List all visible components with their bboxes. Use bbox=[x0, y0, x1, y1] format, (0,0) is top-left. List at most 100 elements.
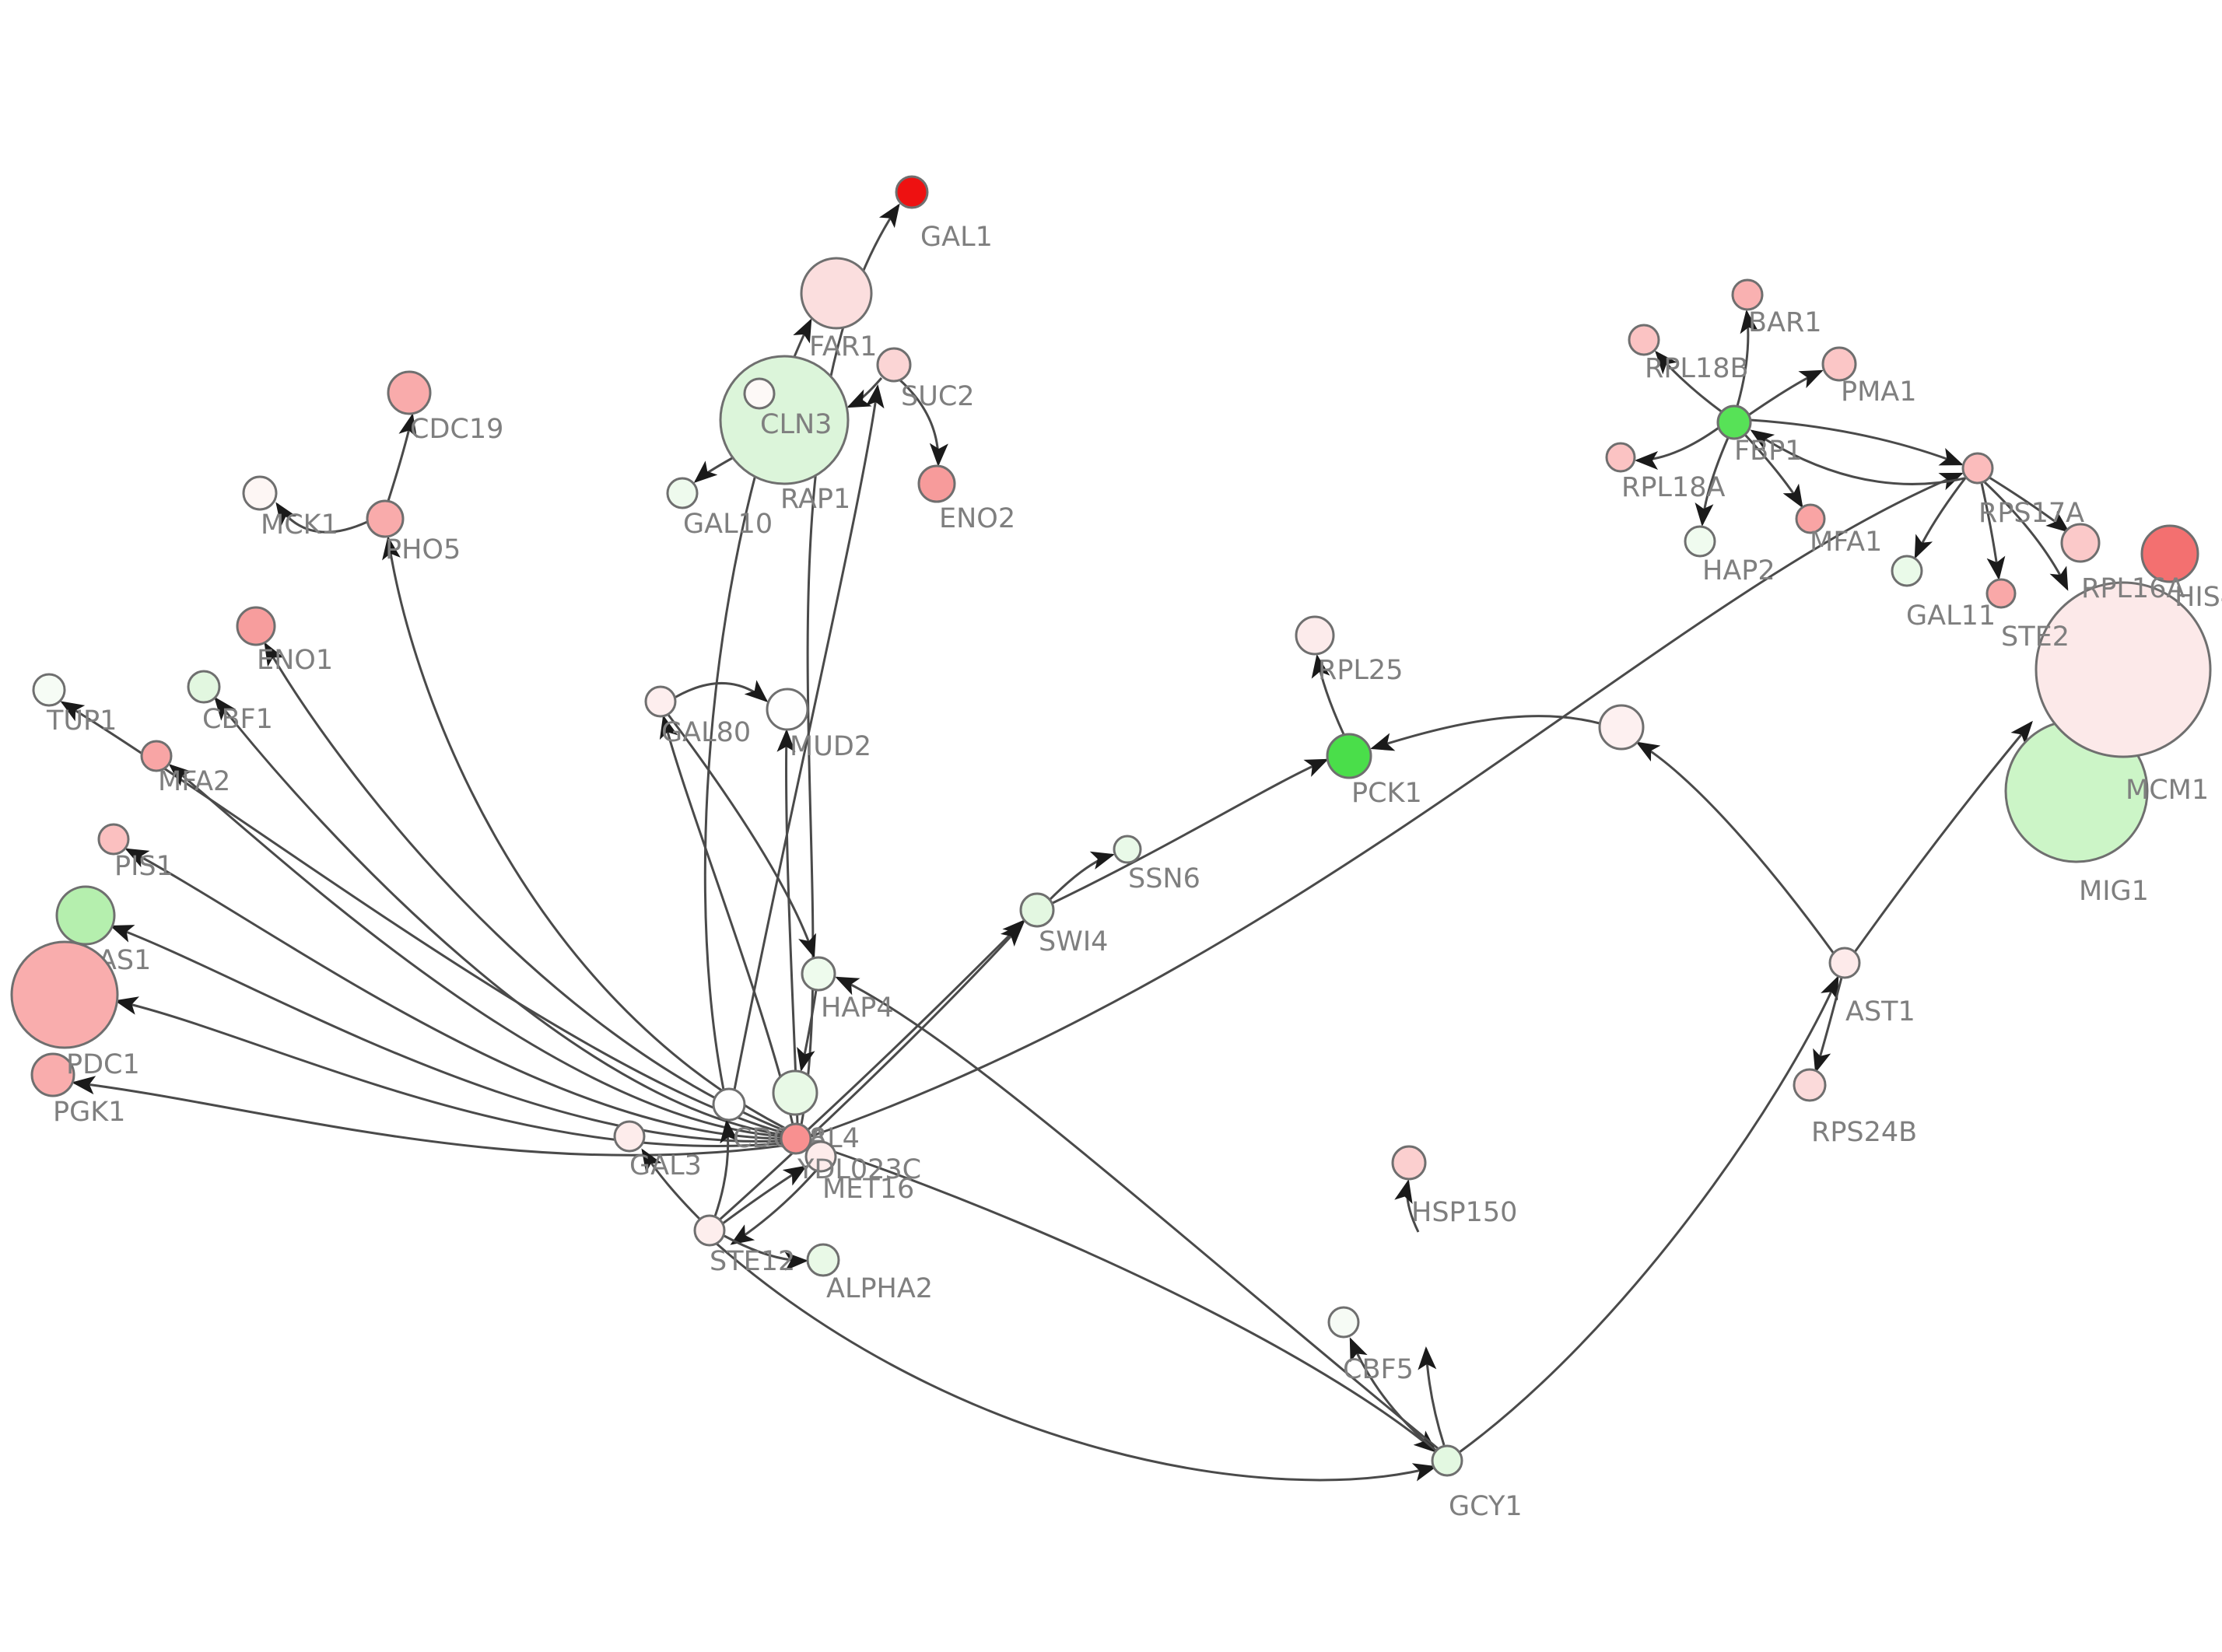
node-rps17a[interactable] bbox=[1961, 452, 1994, 485]
edge-gal4-eno1[interactable] bbox=[264, 642, 784, 1132]
edge-rps17a-ste2[interactable] bbox=[1980, 482, 2006, 580]
node-pck1[interactable] bbox=[1326, 733, 1372, 779]
node-mud2[interactable] bbox=[766, 688, 809, 731]
edge-rps17a-fbp1[interactable] bbox=[1750, 429, 1965, 485]
edge-gal4-pis1[interactable] bbox=[124, 848, 783, 1140]
edge-fbp1-pma1[interactable] bbox=[1747, 369, 1824, 417]
node-gal1[interactable] bbox=[895, 175, 929, 209]
edge-ste12-ydl023c[interactable] bbox=[722, 1165, 808, 1225]
node-rpl25[interactable] bbox=[1295, 615, 1335, 656]
edge-gcy1-cbf5[interactable] bbox=[1349, 1337, 1438, 1453]
edge-gal4-gcy1[interactable] bbox=[809, 1142, 1438, 1453]
node-hsp150[interactable] bbox=[1391, 1145, 1427, 1181]
node-ste2[interactable] bbox=[1985, 578, 2017, 609]
edge-gal80-mud2[interactable] bbox=[674, 680, 769, 702]
edge-fbp1-rpl18b[interactable] bbox=[1655, 350, 1724, 415]
edge-gcy1-ast1[interactable] bbox=[1459, 975, 1839, 1454]
node-ste12[interactable] bbox=[693, 1214, 726, 1247]
edge-ast1-unlabeled1[interactable] bbox=[1635, 741, 1835, 954]
edge-fbp1-mfa1[interactable] bbox=[1744, 433, 1803, 509]
node-ast1[interactable] bbox=[1828, 947, 1861, 979]
node-gal3[interactable] bbox=[613, 1120, 646, 1153]
edge-ste12-alpha2[interactable] bbox=[724, 1234, 808, 1271]
node-cbf5[interactable] bbox=[1327, 1306, 1360, 1339]
edge-suc2-eno2[interactable] bbox=[898, 378, 948, 467]
edge-gal4-pho5[interactable] bbox=[382, 536, 785, 1129]
edge-ste12-cdc28[interactable] bbox=[713, 1119, 739, 1217]
edge-gal4-gal80[interactable] bbox=[659, 715, 794, 1125]
edge-ydl023c-ste12[interactable] bbox=[730, 1169, 818, 1245]
node-suc2[interactable] bbox=[876, 347, 912, 383]
node-mcm1[interactable] bbox=[2034, 581, 2212, 758]
edge-pho5-cdc19[interactable] bbox=[387, 413, 417, 502]
node-hap2[interactable] bbox=[1684, 525, 1716, 558]
node-eno2[interactable] bbox=[917, 464, 956, 503]
edge-suc2-cln3[interactable] bbox=[846, 377, 883, 408]
node-swi4[interactable] bbox=[1019, 892, 1055, 928]
node-alpha2[interactable] bbox=[806, 1243, 840, 1277]
node-mck1[interactable] bbox=[242, 475, 278, 511]
edge-gal4-pgk1[interactable] bbox=[72, 1076, 783, 1157]
node-fbp1[interactable] bbox=[1716, 404, 1752, 440]
node-hap4[interactable] bbox=[801, 956, 836, 992]
edge-gcy1-swi5[interactable] bbox=[1418, 1346, 1446, 1446]
node-his4[interactable] bbox=[2140, 524, 2199, 583]
edge-ast1-rps24b[interactable] bbox=[1813, 977, 1843, 1073]
edge-pho5-mck1[interactable] bbox=[275, 502, 368, 534]
edge-fbp1-rpl18a[interactable] bbox=[1635, 426, 1719, 470]
node-rps24b[interactable] bbox=[1793, 1068, 1827, 1102]
node-rpl18a[interactable] bbox=[1605, 442, 1636, 473]
node-cdc19[interactable] bbox=[387, 370, 432, 415]
edge-swi4-pck1[interactable] bbox=[1052, 758, 1329, 905]
edge-rps17a-gal11[interactable] bbox=[1914, 475, 1968, 559]
edge-ast1-mcm1[interactable] bbox=[1853, 720, 2033, 953]
node-pgk1[interactable] bbox=[30, 1052, 75, 1097]
node-ras1[interactable] bbox=[55, 885, 116, 946]
node-gal4[interactable] bbox=[780, 1122, 812, 1155]
node-rpl16a[interactable] bbox=[2060, 523, 2101, 563]
node-unlabeled-2[interactable] bbox=[772, 1069, 818, 1116]
node-unlabeled-1[interactable] bbox=[1598, 704, 1645, 751]
edge-swi5-hsp150[interactable] bbox=[1394, 1179, 1420, 1233]
node-mfa2[interactable] bbox=[140, 740, 173, 772]
edge-ste12-gal3[interactable] bbox=[641, 1148, 703, 1222]
node-mfa1[interactable] bbox=[1795, 503, 1826, 534]
node-gal80[interactable] bbox=[644, 685, 677, 718]
edge-rps17a-mcm1[interactable] bbox=[1983, 481, 2069, 591]
edge-gal4-cbf1[interactable] bbox=[214, 696, 783, 1136]
edge-fbp1-bar1[interactable] bbox=[1736, 310, 1759, 407]
node-ydl023c[interactable] bbox=[804, 1140, 837, 1173]
node-eno1[interactable] bbox=[236, 606, 276, 646]
edge-gal4-rps17a[interactable] bbox=[810, 472, 1964, 1138]
edge-gal4-ras1[interactable] bbox=[110, 925, 783, 1143]
edge-gal4-mfa2[interactable] bbox=[168, 764, 783, 1138]
node-cbf1[interactable] bbox=[187, 670, 221, 704]
node-pdc1[interactable] bbox=[10, 940, 119, 1049]
node-gcy1[interactable] bbox=[1431, 1444, 1463, 1477]
node-gal11[interactable] bbox=[1891, 555, 1923, 587]
edge-gcy1-hap4[interactable] bbox=[835, 976, 1439, 1451]
edge-fbp1-hap2[interactable] bbox=[1695, 437, 1730, 527]
edge-fbp1-rps17a[interactable] bbox=[1750, 418, 1964, 466]
edge-unlabeled1-pck1[interactable] bbox=[1370, 715, 1600, 751]
edge-swi4-ssn6[interactable] bbox=[1049, 851, 1115, 901]
node-pma1[interactable] bbox=[1821, 346, 1857, 382]
edge-ste12-gcy1[interactable] bbox=[716, 1242, 1437, 1482]
node-rpl18b[interactable] bbox=[1628, 324, 1660, 356]
node-pho5[interactable] bbox=[366, 499, 405, 538]
edge-hap4-unlabeled2[interactable] bbox=[797, 989, 818, 1072]
node-ssn6[interactable] bbox=[1113, 835, 1142, 864]
node-cdc28[interactable] bbox=[712, 1087, 746, 1122]
node-rap1[interactable] bbox=[743, 377, 776, 410]
node-gal10[interactable] bbox=[666, 477, 699, 509]
edge-pck1-rpl25[interactable] bbox=[1311, 654, 1345, 735]
node-pis1[interactable] bbox=[97, 823, 130, 856]
edge-gal80-hap4[interactable] bbox=[667, 714, 816, 958]
node-bar1[interactable] bbox=[1731, 278, 1764, 311]
node-tup1[interactable] bbox=[32, 673, 66, 707]
edge-gal4-pdc1[interactable] bbox=[114, 996, 783, 1147]
edge-cdc28-suc2[interactable] bbox=[733, 384, 885, 1090]
edge-ste12-swi4[interactable] bbox=[717, 922, 1024, 1222]
edge-rps17a-rpl16a[interactable] bbox=[1989, 476, 2070, 533]
